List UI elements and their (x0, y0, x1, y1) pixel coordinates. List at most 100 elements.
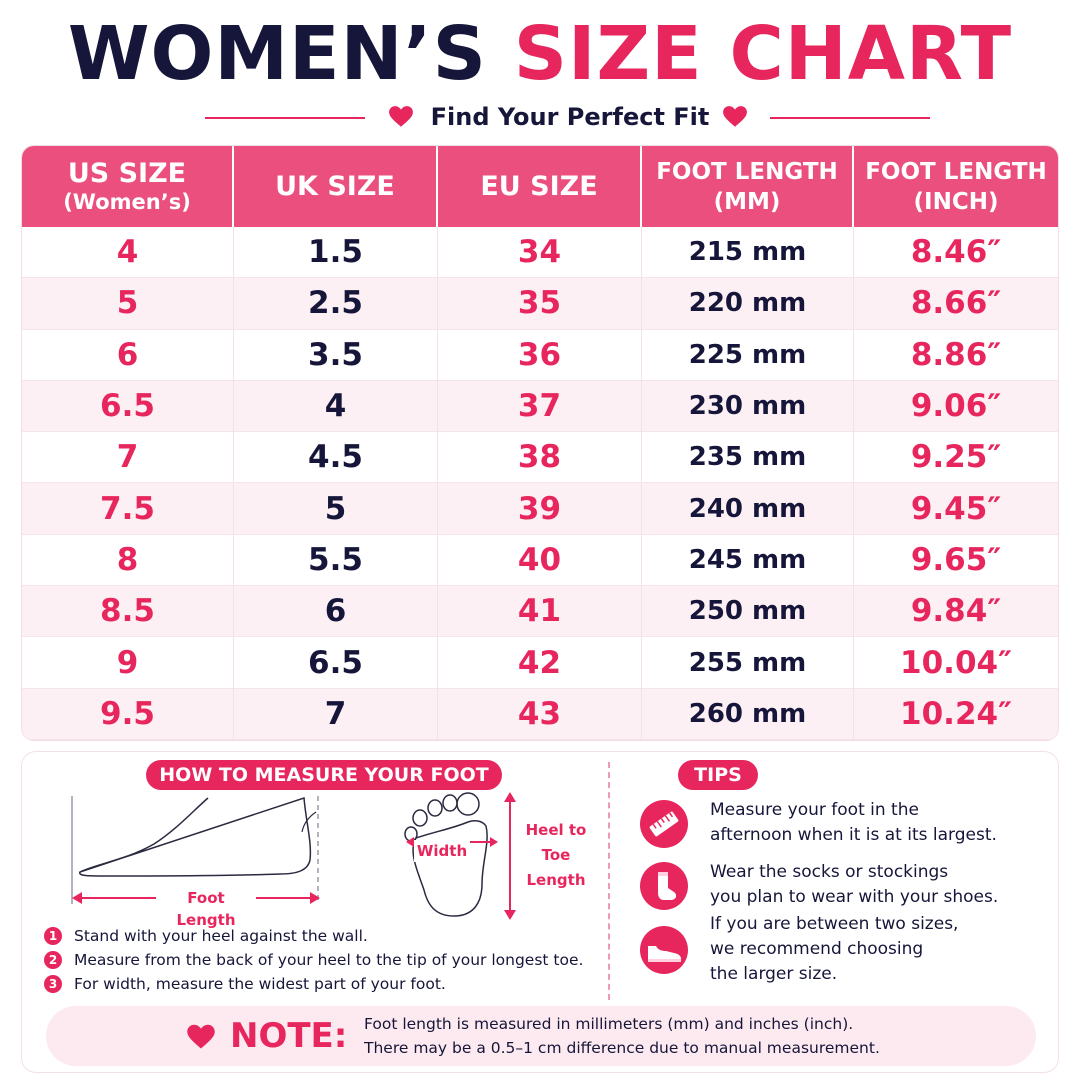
foot-length-mm-cell: 245 mm (642, 534, 854, 586)
tip-item: If you are between two sizes, we recomme… (640, 914, 1040, 984)
tip-line: Wear the socks or stockings (710, 862, 949, 882)
us-size-cell: 9 (22, 637, 234, 688)
header-us-size-line1: US SIZE (67, 157, 187, 189)
header-foot-length-inch-line1: FOOT LENGTH (865, 158, 1047, 185)
width-label: Width (414, 840, 470, 862)
measure-step: 2 Measure from the back of your heel to … (44, 948, 604, 972)
us-size-cell: 5 (22, 278, 234, 329)
header-foot-length-inch-line2: (INCH) (913, 188, 999, 215)
tips-title: TIPS (678, 760, 758, 790)
step-number: 3 (44, 975, 62, 993)
header-eu-size-line1: EU SIZE (480, 170, 598, 202)
tip-line: you plan to wear with your shoes. (710, 887, 999, 907)
uk-size-cell: 1.5 (234, 227, 438, 278)
tip-line: afternoon when it is at its largest. (710, 825, 997, 845)
eu-size-cell: 40 (438, 534, 642, 586)
table-row: 6.5 4 37 230 mm 9.06″ (22, 380, 1058, 433)
subtitle-row: Find Your Perfect Fit (0, 98, 1080, 138)
header-uk-size-line1: UK SIZE (275, 170, 395, 202)
subtitle-line-left (205, 117, 365, 119)
foot-length-mm-cell: 250 mm (642, 586, 854, 637)
foot-length-inch-cell: 8.46″ (910, 234, 1002, 271)
table-row: 9 6.5 42 255 mm 10.04″ (22, 637, 1058, 689)
foot-length-mm-cell: 230 mm (642, 380, 854, 432)
note-line: There may be a 0.5–1 cm difference due t… (364, 1039, 880, 1057)
header-foot-length-mm: FOOT LENGTH (MM) (642, 146, 854, 227)
foot-length-label: Foot Length (156, 887, 256, 931)
header-uk-size: UK SIZE (234, 146, 438, 227)
eu-size-cell: 41 (438, 586, 642, 637)
panel-divider (608, 762, 610, 1000)
eu-size-cell: 35 (438, 278, 642, 329)
uk-size-cell: 4.5 (234, 432, 438, 483)
foot-length-inch-cell: 9.84″ (910, 593, 1002, 630)
eu-size-cell: 43 (438, 688, 642, 739)
heart-icon (389, 106, 413, 127)
table-row: 7.5 5 39 240 mm 9.45″ (22, 483, 1058, 535)
heart-icon (723, 106, 747, 127)
step-text: Stand with your heel against the wall. (74, 927, 368, 945)
foot-length-inch-cell: 9.65″ (910, 541, 1002, 578)
us-size-cell: 6.5 (22, 380, 234, 432)
header-foot-length-mm-line2: (MM) (713, 188, 781, 215)
note-text: Foot length is measured in millimeters (… (364, 1012, 1024, 1060)
how-to-measure-title: HOW TO MEASURE YOUR FOOT (146, 760, 502, 790)
uk-size-cell: 6 (234, 586, 438, 637)
step-text: Measure from the back of your heel to th… (74, 951, 584, 969)
uk-size-cell: 7 (234, 688, 438, 739)
measure-step: 1 Stand with your heel against the wall. (44, 924, 604, 948)
eu-size-cell: 34 (438, 227, 642, 278)
table-row: 4 1.5 34 215 mm 8.46″ (22, 227, 1058, 279)
foot-length-inch-cell: 9.45″ (910, 490, 1002, 527)
heart-icon (187, 1024, 215, 1049)
tip-text: Wear the socks or stockings you plan to … (710, 860, 1040, 910)
table-row: 5 2.5 35 220 mm 8.66″ (22, 278, 1058, 330)
foot-length-inch-cell: 8.86″ (910, 336, 1002, 373)
note-box: NOTE: Foot length is measured in millime… (46, 1006, 1036, 1066)
table-row: 8.5 6 41 250 mm 9.84″ (22, 586, 1058, 638)
uk-size-cell: 4 (234, 380, 438, 432)
heel-to-toe-arrow (504, 792, 516, 920)
foot-length-mm-cell: 235 mm (642, 432, 854, 483)
table-row: 9.5 7 43 260 mm 10.24″ (22, 688, 1058, 740)
foot-length-mm-cell: 260 mm (642, 688, 854, 739)
foot-side-illustration (71, 796, 319, 904)
foot-length-inch-cell: 10.04″ (900, 644, 1012, 681)
us-size-cell: 8 (22, 534, 234, 586)
us-size-cell: 7.5 (22, 483, 234, 534)
heel-to-toe-label: Heel to Toe Length (518, 818, 594, 893)
eu-size-cell: 37 (438, 380, 642, 432)
foot-length-mm-cell: 255 mm (642, 637, 854, 688)
measure-steps: 1 Stand with your heel against the wall.… (44, 924, 604, 996)
uk-size-cell: 6.5 (234, 637, 438, 688)
step-number: 1 (44, 927, 62, 945)
tip-item: Measure your foot in the afternoon when … (640, 794, 1040, 854)
tip-text: Measure your foot in the afternoon when … (710, 798, 1040, 848)
foot-length-mm-cell: 225 mm (642, 329, 854, 380)
eu-size-cell: 42 (438, 637, 642, 688)
header-us-size: US SIZE (Women’s) (22, 146, 234, 227)
subtitle-line-right (770, 117, 930, 119)
foot-length-inch-cell: 8.66″ (910, 285, 1002, 322)
header-us-size-line2: (Women’s) (63, 189, 191, 214)
sock-icon (640, 862, 688, 910)
header-foot-length-inch: FOOT LENGTH (INCH) (854, 146, 1058, 227)
heel-to-toe-line1: Heel to (525, 821, 587, 839)
eu-size-cell: 38 (438, 432, 642, 483)
size-table: US SIZE (Women’s) UK SIZE EU SIZE FOOT L… (22, 146, 1058, 740)
tip-line: we recommend choosing (710, 939, 924, 959)
note-label: NOTE: (230, 1016, 348, 1056)
ruler-icon (640, 800, 688, 848)
tip-line: the larger size. (710, 964, 838, 984)
us-size-cell: 7 (22, 432, 234, 483)
us-size-cell: 9.5 (22, 688, 234, 739)
foot-length-mm-cell: 240 mm (642, 483, 854, 534)
foot-top-illustration (404, 792, 498, 917)
title-part-2: SIZE CHART (513, 11, 1013, 97)
tip-text: If you are between two sizes, we recomme… (710, 912, 1040, 987)
eu-size-cell: 39 (438, 483, 642, 534)
tip-line: If you are between two sizes, (710, 914, 959, 934)
tip-line: Measure your foot in the (710, 800, 919, 820)
us-size-cell: 4 (22, 227, 234, 278)
header-foot-length-mm-line1: FOOT LENGTH (656, 158, 838, 185)
